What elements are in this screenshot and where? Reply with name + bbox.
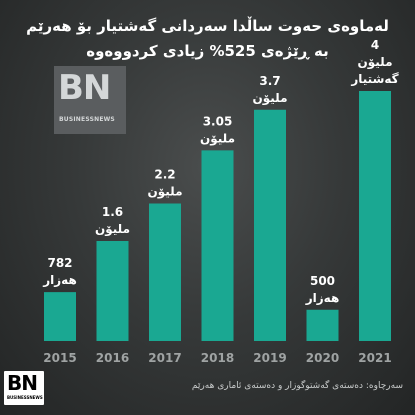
data-label-2020: 500 (310, 274, 335, 288)
unit-label-2019: ملیۆن (253, 91, 288, 106)
logo-subtext: BUSINESSNEWS (59, 116, 115, 123)
bar-2019 (254, 109, 286, 341)
title-line-2: بە ڕێژەی 525% زیادی کردووەوە (86, 42, 329, 60)
title-line-1: لەماوەی حەوت ساڵدا سەردانی گەشتیار بۆ هە… (26, 17, 389, 35)
x-tick-2016: 2016 (96, 351, 129, 365)
unit-label-2018: ملیۆن (200, 131, 235, 146)
logo-text: BN (58, 68, 111, 108)
bar-2018 (201, 150, 234, 341)
unit-label-2016: ملیۆن (95, 222, 130, 237)
corner-logo-text: BN (7, 371, 38, 395)
source-note: سەرچاوە: دەستەی گەشتوگوزار و دەستەی ئاما… (191, 381, 403, 391)
x-tick-2017: 2017 (148, 351, 181, 365)
unit-label-2015: هەزار (42, 273, 77, 287)
data-label-2016: 1.6 (102, 205, 123, 219)
bar-2021 (359, 91, 391, 341)
bar-2015 (44, 292, 76, 341)
corner-logo: BN BUSINESSNEWS (4, 371, 44, 405)
x-tick-2020: 2020 (306, 351, 339, 365)
data-label-2021: 4 (371, 38, 379, 52)
data-label-2015: 782 (47, 256, 72, 270)
data-label-2018: 3.05 (203, 114, 233, 128)
bn-logo: BN BUSINESSNEWS (54, 66, 126, 134)
x-tick-2021: 2021 (358, 351, 391, 365)
unit-label-2017: ملیۆن (148, 185, 183, 200)
bar-2017 (149, 203, 181, 341)
extra-label-2021: گەشتیار (350, 72, 398, 86)
bar-2016 (96, 241, 129, 341)
unit-label-2020: هەزار (305, 291, 340, 305)
chart-title: لەماوەی حەوت ساڵدا سەردانی گەشتیار بۆ هە… (10, 14, 405, 64)
x-tick-2019: 2019 (253, 351, 286, 365)
x-tick-2018: 2018 (201, 351, 234, 365)
unit-label-2021: ملیۆن (358, 55, 393, 70)
corner-logo-subtext: BUSINESSNEWS (7, 395, 43, 400)
x-tick-2015: 2015 (43, 351, 76, 365)
data-label-2017: 2.2 (154, 168, 175, 182)
data-label-2019: 3.7 (259, 74, 280, 88)
bar-2020 (306, 309, 339, 341)
